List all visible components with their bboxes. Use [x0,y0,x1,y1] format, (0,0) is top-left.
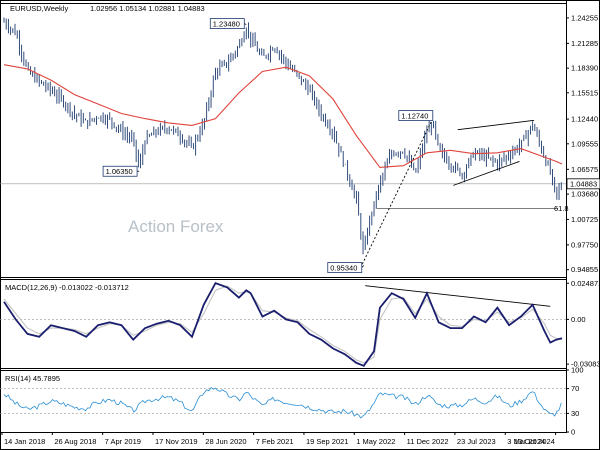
price-tick-label: 1.00725 [571,215,598,224]
macd-tick-label: 0.00 [571,315,586,324]
x-tick-label: 3 Mar 2024 [507,437,545,446]
macd-trendline [365,285,551,307]
price-tick-label: 0.97750 [571,240,598,249]
x-tick-label: 7 Apr 2019 [105,437,141,446]
macd-y-axis: 0.024871 0.00 -0.030836 [566,279,600,369]
current-price-label: 1.04883 [570,180,597,189]
x-tick-label: 26 Aug 2018 [54,437,96,446]
price-series [3,17,562,255]
moving-average-line [3,64,563,168]
x-tick-label: 11 Dec 2022 [407,437,449,446]
x-axis: 14 Jan 2018 26 Aug 2018 7 Apr 2019 17 Nov 2… [1,432,557,446]
ohlc-header: 1.02956 1.05134 1.02881 1.04883 [90,4,205,13]
x-tick-label: 19 Sep 2021 [306,437,349,446]
callout-box [327,262,363,273]
x-tick-label: 28 Jun 2020 [205,437,246,446]
price-reference-lines: 61.8 [0,183,569,213]
price-tick-label: 1.21285 [571,39,598,48]
price-tick-label: 1.12440 [571,115,598,124]
trendline-0 [361,118,434,265]
macd-line [3,281,563,367]
callout-box [398,110,434,121]
trendline-2 [453,160,520,186]
x-tick-label: 13 Oct 2024 [514,437,555,446]
rsi-tick-label: 30 [571,409,579,418]
support-line-label: 61.8 [554,204,569,213]
ma-series [3,64,563,168]
macd-reference-lines [0,285,566,320]
rsi-line [3,387,562,419]
trendlines [361,118,535,265]
callout-box [102,165,138,177]
x-tick-label: 17 Nov 2019 [155,437,198,446]
callout-label: 0.95340 [330,263,357,272]
x-tick-label: 1 May 2022 [356,437,395,446]
macd-series [3,281,563,367]
macd-tick-label: 0.024871 [571,279,600,288]
watermark-text: Action Forex [128,217,224,236]
x-tick-label: 14 Jan 2018 [4,437,45,446]
price-tick-label: 1.09555 [571,139,598,148]
callout-label: 1.23480 [213,19,240,28]
callout-box [209,18,245,29]
trendline-1 [457,119,535,131]
price-y-axis: 1.24255 1.21285 1.18390 1.15515 1.12440 1.095… [566,13,600,274]
price-tick-label: 1.15515 [571,88,598,97]
price-tick-label: 1.24255 [571,13,598,22]
x-tick-label: 7 Feb 2021 [256,437,294,446]
price-tick-label: 1.06575 [571,165,598,174]
panel-frames [0,0,567,433]
price-tick-label: 1.03680 [571,190,598,199]
rsi-series [3,387,562,419]
rsi-tick-label: 70 [571,384,579,393]
x-tick-label: 23 Jul 2023 [457,437,496,446]
macd-label: MACD(12,26,9) -0.013022 -0.013712 [5,283,129,292]
rsi-label: RSI(14) 45.7895 [5,374,60,383]
callout-label: 1.06350 [106,167,133,176]
current-price-box [566,178,600,190]
macd-tick-label: -0.030836 [571,360,600,369]
price-callouts: 1.23480 1.06350 0.95340 1.12740 [102,18,434,273]
price-tick-label: 0.94855 [571,265,598,274]
price-tick-label: 1.18390 [571,64,598,73]
rsi-tick-label: 100 [571,366,584,375]
rsi-tick-label: 0 [571,428,575,437]
chart-title: EURUSD,Weekly [10,4,68,13]
callout-label: 1.12740 [401,111,428,120]
rsi-y-axis: 100 70 30 0 [566,366,584,437]
